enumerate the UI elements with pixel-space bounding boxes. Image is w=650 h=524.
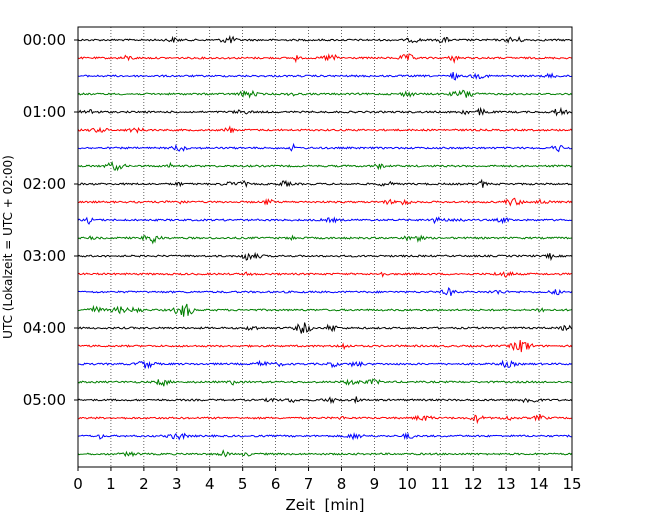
vertical-gridlines (110, 27, 540, 467)
trace-row (77, 178, 573, 189)
trace-row (77, 322, 573, 334)
x-tick-label: 3 (172, 475, 182, 493)
trace-row (77, 34, 573, 44)
trace-row (77, 142, 573, 153)
x-tick-label: 12 (464, 475, 483, 493)
trace-row (77, 303, 573, 317)
trace-row (77, 414, 572, 425)
x-tick-label: 5 (238, 475, 248, 493)
x-tick-label: 4 (205, 475, 215, 493)
trace-row (77, 125, 573, 134)
x-tick-label: 0 (73, 475, 83, 493)
x-tick-label: 1 (106, 475, 116, 493)
trace-row (77, 359, 573, 370)
trace-row (77, 432, 572, 441)
seismic-traces (77, 34, 573, 458)
x-tick-label: 7 (304, 475, 314, 493)
x-tick-label: 14 (530, 475, 549, 493)
trace-row (77, 72, 573, 81)
plot-frame (77, 26, 573, 468)
trace-row (77, 251, 573, 262)
x-tick-label: 15 (562, 475, 581, 493)
trace-row (77, 378, 572, 387)
y-tick-label: 04:00 (23, 319, 66, 337)
x-tick-label: 2 (139, 475, 149, 493)
trace-row (77, 396, 573, 405)
trace-row (77, 449, 573, 458)
trace-row (77, 106, 573, 117)
y-tick-label: 05:00 (23, 391, 66, 409)
y-tick-label: 01:00 (23, 103, 66, 121)
x-tick-label: 9 (370, 475, 380, 493)
trace-row (77, 53, 573, 64)
y-tick-label: 02:00 (23, 175, 66, 193)
trace-row (77, 197, 573, 207)
x-tick-label: 11 (431, 475, 450, 493)
y-axis-ticks: 00:00 01:00 02:00 03:00 04:00 05:00 (23, 31, 78, 409)
x-axis-label: Zeit [min] (285, 496, 364, 514)
y-tick-label: 03:00 (23, 247, 66, 265)
trace-row (77, 89, 573, 99)
x-tick-label: 10 (398, 475, 417, 493)
y-tick-label: 00:00 (23, 31, 66, 49)
x-tick-label: 8 (337, 475, 347, 493)
trace-row (77, 216, 573, 225)
x-axis-ticks: 0 1 2 3 4 5 6 7 8 9 10 11 12 13 14 15 (73, 467, 582, 493)
trace-row (77, 286, 573, 296)
trace-row (77, 270, 572, 278)
trace-row (77, 234, 572, 245)
y-axis-label: UTC (Lokalzeit = UTC + 02:00) (1, 155, 15, 339)
trace-row (77, 160, 573, 172)
x-tick-label: 6 (271, 475, 281, 493)
x-tick-label: 13 (497, 475, 516, 493)
trace-row (78, 339, 573, 353)
